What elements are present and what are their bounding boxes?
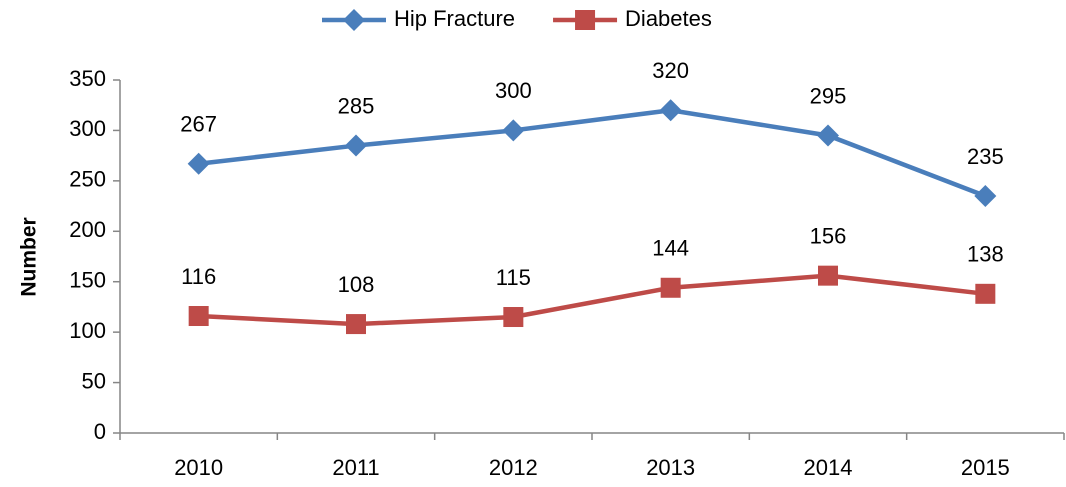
legend-label: Diabetes bbox=[625, 6, 712, 31]
data-label: 138 bbox=[967, 242, 1004, 267]
y-tick-label: 350 bbox=[69, 66, 106, 91]
data-label: 115 bbox=[496, 265, 531, 290]
y-tick-label: 100 bbox=[69, 318, 106, 343]
y-tick-label: 150 bbox=[69, 268, 106, 293]
point bbox=[659, 99, 682, 122]
point bbox=[660, 277, 681, 298]
x-tick-label: 2010 bbox=[174, 455, 223, 480]
legend-marker bbox=[343, 9, 365, 31]
legend-label: Hip Fracture bbox=[394, 6, 515, 31]
point bbox=[345, 134, 367, 157]
data-label: 144 bbox=[652, 236, 689, 261]
point bbox=[346, 314, 366, 335]
data-label: 116 bbox=[181, 264, 216, 289]
data-label: 320 bbox=[652, 58, 689, 83]
data-label: 235 bbox=[967, 144, 1004, 169]
x-tick-label: 2012 bbox=[489, 455, 538, 480]
series-line bbox=[198, 107, 987, 199]
x-tick-label: 2011 bbox=[332, 455, 379, 480]
point bbox=[817, 124, 839, 147]
point bbox=[818, 265, 838, 286]
x-tick-label: 2015 bbox=[961, 455, 1010, 480]
y-tick-label: 250 bbox=[69, 167, 106, 192]
y-tick-label: 0 bbox=[94, 419, 106, 444]
data-label: 300 bbox=[495, 78, 532, 103]
data-label: 156 bbox=[810, 223, 847, 248]
data-label: 267 bbox=[180, 112, 217, 137]
x-tick-label: 2013 bbox=[646, 455, 695, 480]
point bbox=[188, 306, 209, 327]
x-tick-label: 2014 bbox=[804, 455, 853, 480]
y-tick-label: 300 bbox=[69, 116, 106, 141]
y-tick-label: 50 bbox=[82, 368, 106, 393]
y-tick-label: 200 bbox=[69, 217, 106, 242]
data-label: 295 bbox=[810, 83, 847, 108]
series-line bbox=[198, 273, 986, 327]
data-label: 108 bbox=[338, 272, 375, 297]
point bbox=[974, 184, 997, 207]
point bbox=[187, 152, 210, 175]
legend-marker bbox=[575, 10, 596, 30]
point bbox=[502, 119, 525, 142]
point bbox=[503, 307, 524, 328]
point bbox=[975, 283, 996, 304]
y-axis-label: Number bbox=[18, 217, 41, 296]
data-label: 285 bbox=[338, 93, 375, 118]
